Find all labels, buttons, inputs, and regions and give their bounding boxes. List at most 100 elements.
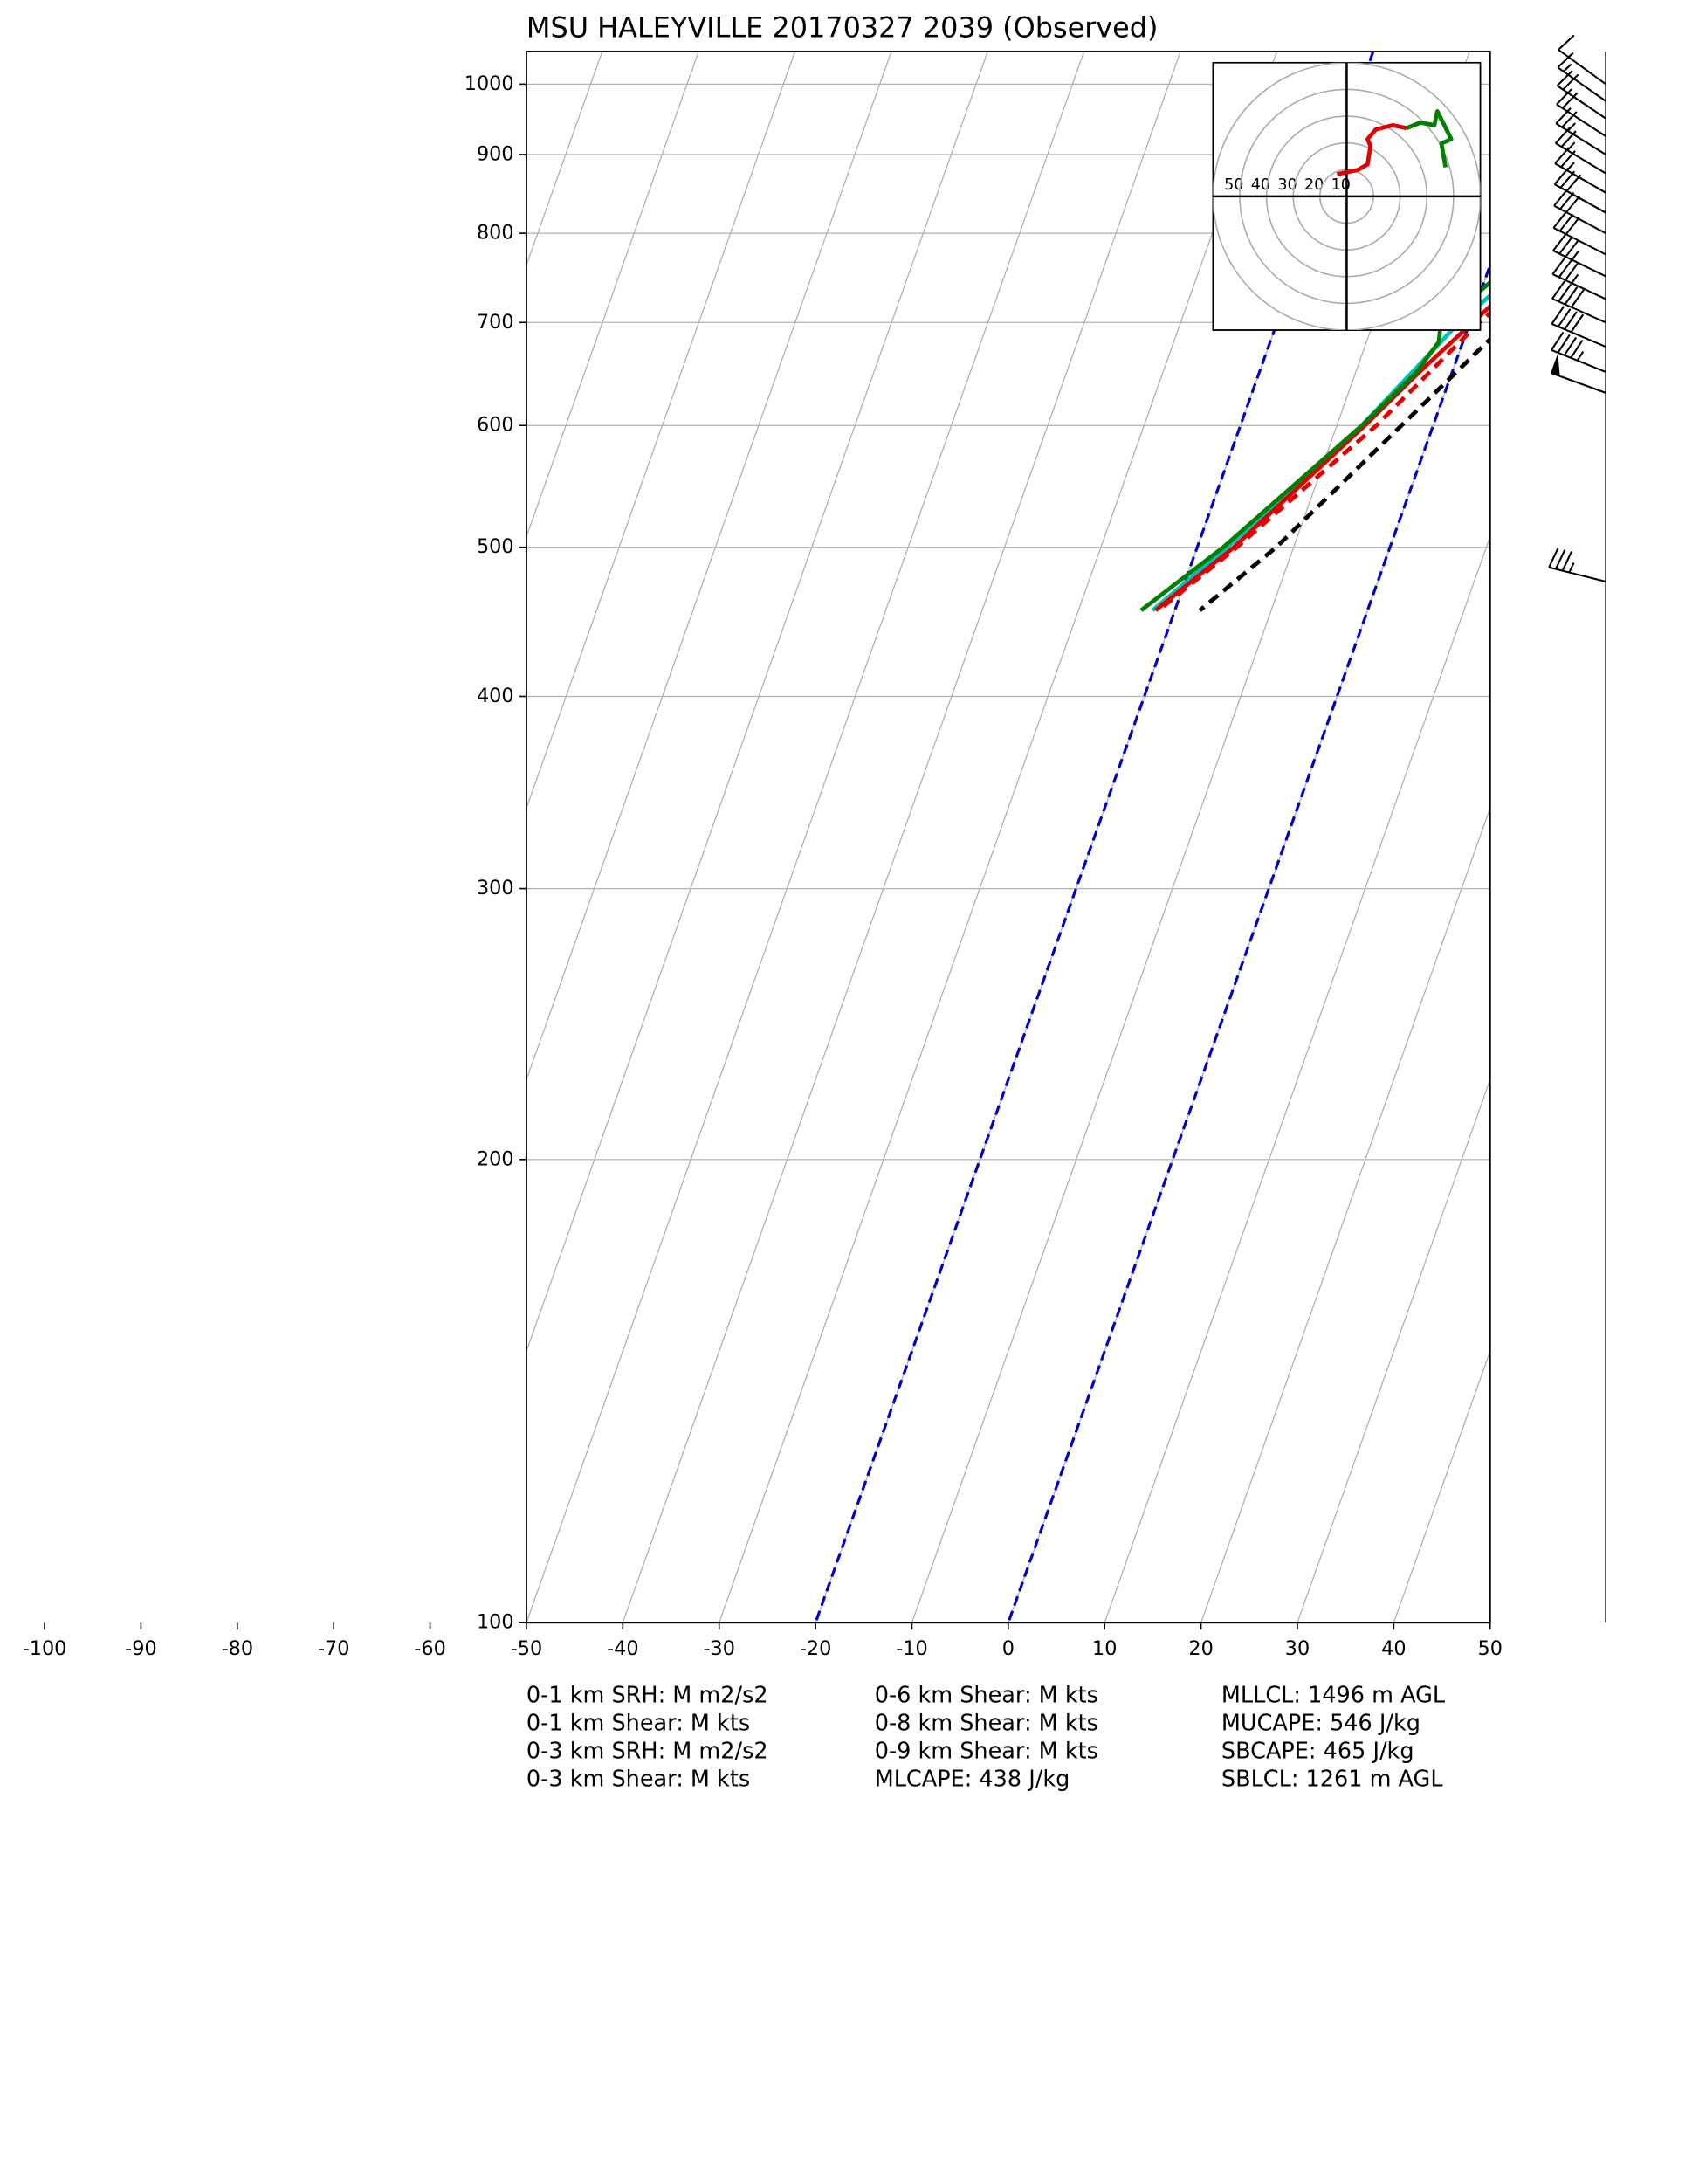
x-tick-label: 20: [1188, 1637, 1213, 1660]
index-text: 0-3 km SRH: M m2/s2: [526, 1739, 768, 1765]
barb-full: [1556, 70, 1573, 86]
barb-full: [1565, 262, 1579, 281]
x-tick-label: 30: [1285, 1637, 1310, 1660]
barb-staff: [1558, 49, 1606, 86]
hodograph-line: [1336, 123, 1407, 176]
grid-line: [622, 52, 1181, 1623]
barb-full: [1552, 210, 1568, 229]
barb-staff: [1554, 162, 1606, 194]
barb-full: [1554, 549, 1566, 570]
barb-full: [1557, 52, 1574, 69]
barb-full: [1561, 551, 1572, 572]
wind-barb: [1550, 353, 1606, 394]
barb-full: [1557, 334, 1571, 354]
x-tick-label: -100: [23, 1637, 67, 1660]
barb-half: [1571, 273, 1579, 284]
barb-full: [1563, 336, 1578, 356]
indices: 0-1 km SRH: M m2/s20-1 km Shear: M kts0-…: [526, 1683, 1446, 1793]
x-tick-label: -40: [607, 1637, 638, 1660]
wind-barb: [1556, 88, 1606, 137]
grid-line: [526, 52, 1085, 1623]
barb-half: [1568, 562, 1575, 573]
barb-half: [1566, 162, 1575, 171]
y-tick-label: 300: [477, 877, 514, 899]
index-text: SBLCL: 1261 m AGL: [1221, 1766, 1443, 1792]
barb-full: [1570, 339, 1584, 359]
profile-line: [1154, 303, 1490, 612]
barb-full: [1553, 189, 1569, 207]
barb-full: [1564, 311, 1578, 330]
wind-barb: [1551, 331, 1606, 373]
grid-line: [526, 52, 796, 810]
barb-staff: [1557, 85, 1606, 120]
grid-line: [526, 52, 892, 1082]
barb-half: [1576, 351, 1585, 362]
barb-full: [1557, 308, 1572, 327]
barb-full: [1570, 289, 1585, 308]
x-tick-label: -60: [414, 1637, 445, 1660]
grid-line: [1297, 1078, 1490, 1623]
x-tick-label: 40: [1381, 1637, 1406, 1660]
index-text: 0-6 km Shear: M kts: [875, 1683, 1098, 1709]
grid-line: [1104, 534, 1490, 1623]
barb-full: [1552, 233, 1567, 251]
barb-staff: [1548, 566, 1606, 582]
barb-full: [1551, 306, 1565, 325]
barb-flag: [1551, 353, 1560, 376]
barb-full: [1548, 548, 1559, 568]
x-tick-label: 50: [1478, 1637, 1503, 1660]
barb-staff: [1551, 298, 1606, 324]
barb-half: [1566, 141, 1576, 151]
index-text: 0-8 km Shear: M kts: [875, 1711, 1098, 1737]
barb-full: [1558, 283, 1572, 302]
index-text: 0-1 km SRH: M m2/s2: [526, 1683, 768, 1709]
y-tick-label: 800: [477, 222, 514, 245]
barb-full: [1565, 195, 1581, 213]
wind-barb: [1551, 256, 1606, 300]
x-tick-label: -70: [318, 1637, 349, 1660]
barb-full: [1555, 107, 1572, 125]
hodograph-line: [1406, 109, 1454, 168]
y-tick-label: 700: [477, 311, 514, 334]
grid-line: [1393, 1349, 1490, 1623]
index-text: 0-1 km Shear: M kts: [526, 1711, 750, 1737]
x-tick-label: -30: [703, 1637, 734, 1660]
x-tick-label: 0: [1002, 1637, 1015, 1660]
y-tick-label: 200: [477, 1147, 514, 1170]
wind-barb: [1552, 210, 1606, 256]
wind-barb: [1557, 52, 1606, 102]
hodograph-ring-label: 50: [1224, 176, 1243, 194]
index-text: 0-9 km Shear: M kts: [875, 1739, 1098, 1765]
wind-barb: [1556, 70, 1606, 120]
wind-barb: [1555, 107, 1606, 155]
barb-staff: [1551, 348, 1606, 373]
hodograph-ring-label: 20: [1304, 176, 1324, 194]
grid-line: [719, 52, 1278, 1623]
barb-full: [1558, 213, 1574, 232]
barb-staff: [1556, 103, 1606, 137]
barb-full: [1558, 34, 1575, 51]
x-tick-label: 10: [1092, 1637, 1117, 1660]
hodograph-lines: [1213, 62, 1481, 331]
grid-line: [526, 52, 988, 1354]
barb-full: [1551, 280, 1565, 300]
x-tick-label: -50: [511, 1637, 542, 1660]
barb-staff: [1552, 250, 1606, 278]
y-tick-label: 500: [477, 535, 514, 558]
wind-barb: [1548, 548, 1606, 582]
index-text: MLLCL: 1496 m AGL: [1221, 1683, 1446, 1709]
index-text: 0-3 km Shear: M kts: [526, 1766, 750, 1792]
wind-barbs: [1548, 34, 1606, 582]
y-tick-label: 100: [477, 1611, 514, 1634]
barb-full: [1559, 191, 1575, 210]
wind-barb: [1551, 280, 1606, 324]
hodograph-ring-label: 40: [1251, 176, 1270, 194]
barb-staff: [1555, 142, 1606, 175]
barb-staff: [1555, 122, 1606, 155]
barb-staff: [1552, 227, 1606, 256]
barb-full: [1551, 256, 1566, 275]
barb-full: [1565, 217, 1580, 235]
